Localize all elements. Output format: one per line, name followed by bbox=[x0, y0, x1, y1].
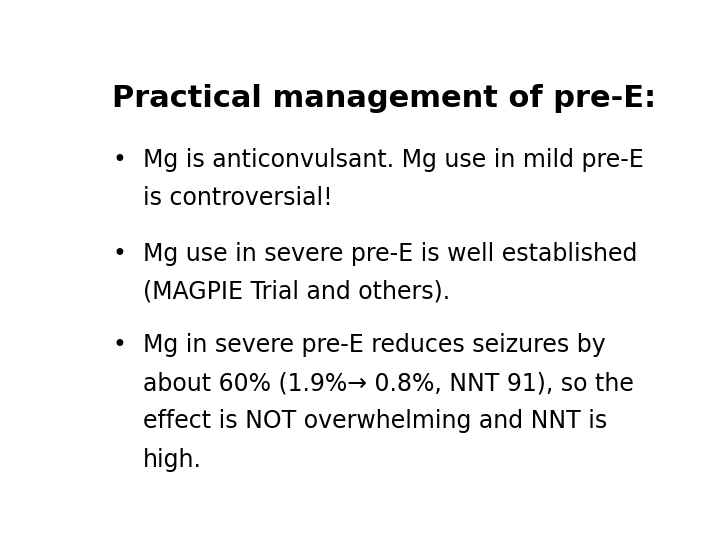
Text: effect is NOT overwhelming and NNT is: effect is NOT overwhelming and NNT is bbox=[143, 409, 607, 434]
Text: Practical management of pre-E:: Practical management of pre-E: bbox=[112, 84, 657, 112]
Text: •: • bbox=[112, 148, 126, 172]
Text: (MAGPIE Trial and others).: (MAGPIE Trial and others). bbox=[143, 280, 450, 304]
Text: is controversial!: is controversial! bbox=[143, 186, 333, 210]
Text: Mg in severe pre-E reduces seizures by: Mg in severe pre-E reduces seizures by bbox=[143, 333, 606, 357]
Text: •: • bbox=[112, 241, 126, 266]
Text: about 60% (1.9%→ 0.8%, NNT 91), so the: about 60% (1.9%→ 0.8%, NNT 91), so the bbox=[143, 371, 634, 395]
Text: •: • bbox=[112, 333, 126, 357]
Text: high.: high. bbox=[143, 448, 202, 472]
Text: Mg use in severe pre-E is well established: Mg use in severe pre-E is well establish… bbox=[143, 241, 637, 266]
Text: Mg is anticonvulsant. Mg use in mild pre-E: Mg is anticonvulsant. Mg use in mild pre… bbox=[143, 148, 644, 172]
